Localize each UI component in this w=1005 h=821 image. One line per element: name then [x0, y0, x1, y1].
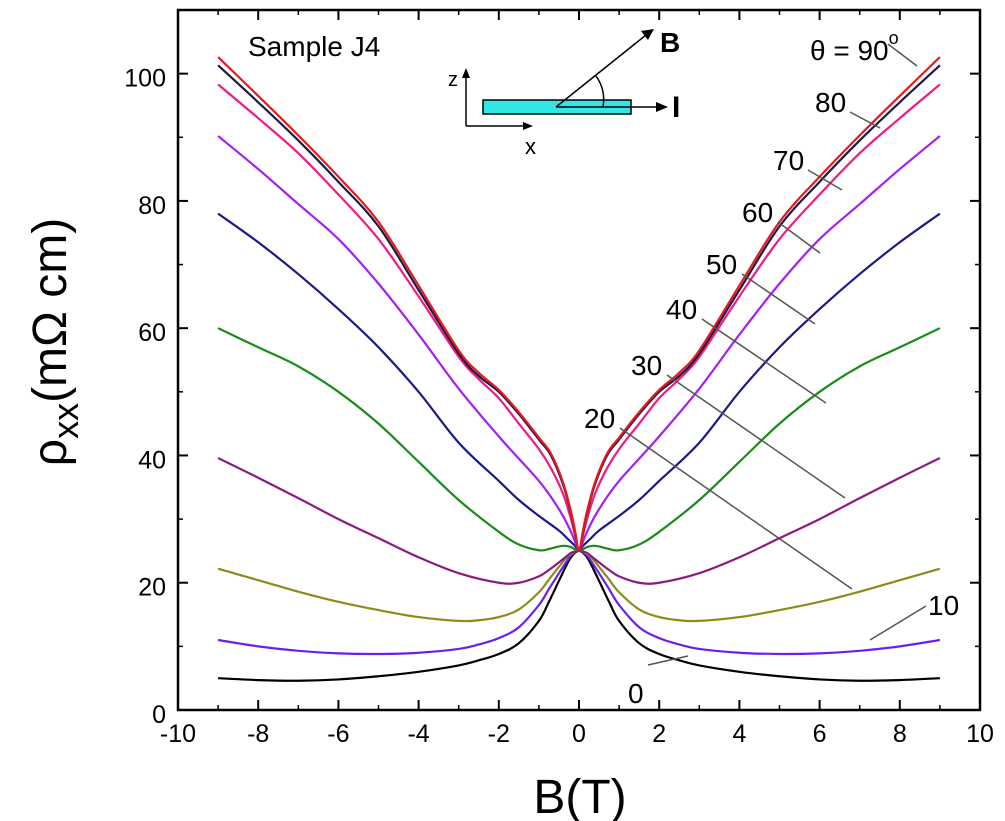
series-line-80: [217, 64, 941, 553]
x-tick-label: -8: [247, 720, 269, 748]
y-tick-label: 100: [124, 65, 166, 93]
inset-diagram: z x I B: [448, 27, 680, 159]
sample-label: Sample J4: [248, 31, 380, 62]
y-axis-title-sub: xx: [45, 403, 86, 439]
leader-line-30: [666, 374, 846, 499]
inset-current-label: I: [672, 91, 680, 124]
curve-label-0: 0: [628, 678, 644, 709]
y-axis-title-unit: (mΩ cm): [24, 218, 77, 403]
leader-line-50: [741, 273, 816, 325]
inset-angle-arc: [595, 75, 605, 108]
series-group: [217, 56, 941, 682]
leader-line-70: [807, 169, 843, 191]
curve-label-20: 20: [584, 403, 615, 434]
inset-field-arrowhead: [641, 29, 654, 40]
y-tick-label: 0: [152, 701, 166, 729]
x-tick-label: 2: [652, 720, 666, 748]
inset-current-arrowhead: [656, 102, 668, 112]
x-tick-label: 6: [813, 720, 827, 748]
series-line-10: [217, 549, 941, 656]
x-tick-label: 10: [966, 720, 994, 748]
inset-x-arrowhead: [523, 122, 533, 130]
series-line-20: [217, 549, 941, 623]
curve-label-40: 40: [666, 294, 697, 325]
leader-line-10: [869, 605, 927, 641]
leader-line-20: [619, 427, 853, 590]
curve-label-10: 10: [928, 590, 959, 621]
series-line-70: [217, 83, 941, 553]
x-tick-label: -10: [160, 720, 196, 748]
leader-line-80: [849, 111, 881, 129]
leader-line-90: [887, 43, 918, 67]
series-line-40: [217, 327, 941, 553]
curve-labels: 80 70 60 50 40 30 20 10 0: [584, 43, 959, 709]
y-tick-label: 40: [138, 446, 166, 474]
theta-label: θ = 90o: [810, 28, 899, 66]
x-tick-label: -4: [407, 720, 429, 748]
series-line-30: [217, 457, 941, 585]
series-line-90: [217, 56, 941, 553]
curve-label-50: 50: [706, 249, 737, 280]
theta-prefix: θ =: [810, 35, 857, 66]
y-tick-label: 20: [138, 574, 166, 602]
series-line-0: [218, 549, 940, 682]
curve-label-30: 30: [631, 350, 662, 381]
theta-90-value: 90: [857, 35, 888, 66]
x-tick-label: 4: [732, 720, 746, 748]
curve-label-60: 60: [742, 197, 773, 228]
degree-symbol: o: [889, 28, 899, 48]
curve-label-70: 70: [773, 145, 804, 176]
inset-z-arrowhead: [462, 68, 470, 78]
plot-frame: [176, 8, 982, 712]
inset-z-label: z: [448, 69, 458, 91]
x-tick-label: 0: [572, 720, 586, 748]
x-tick-label: -2: [488, 720, 510, 748]
inset-field-label: B: [660, 27, 680, 58]
leader-line-60: [777, 221, 821, 254]
leader-line-0: [647, 655, 689, 666]
leader-line-40: [701, 318, 827, 404]
x-axis-title: B(T): [533, 771, 626, 821]
y-tick-label: 80: [138, 192, 166, 220]
x-tick-label: -6: [327, 720, 349, 748]
y-axis-title: ρxx(mΩ cm): [24, 218, 86, 466]
y-axis-title-main: ρ: [24, 439, 77, 466]
y-tick-label: 60: [138, 319, 166, 347]
curve-label-80: 80: [815, 87, 846, 118]
inset-field-arrow: [555, 34, 647, 108]
x-tick-label: 8: [893, 720, 907, 748]
inset-x-label: x: [525, 134, 536, 159]
